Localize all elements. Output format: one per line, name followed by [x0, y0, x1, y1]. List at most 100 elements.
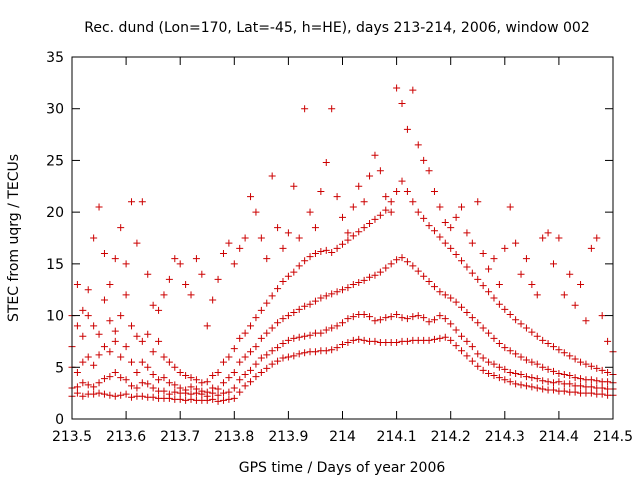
- x-tick-label: 214.4: [539, 429, 579, 445]
- data-point-marker: [100, 296, 108, 304]
- data-point-marker: [441, 239, 449, 247]
- data-point-marker: [528, 281, 536, 289]
- data-point-marker: [90, 361, 98, 369]
- data-point-marker: [485, 329, 493, 337]
- data-point-marker: [398, 177, 406, 185]
- data-point-marker: [474, 362, 482, 370]
- data-point-marker: [165, 379, 173, 387]
- data-point-marker: [106, 348, 114, 356]
- data-point-marker: [474, 319, 482, 327]
- data-point-marker: [133, 239, 141, 247]
- data-point-marker: [501, 344, 509, 352]
- data-point-marker: [73, 383, 81, 391]
- data-point-marker: [479, 354, 487, 362]
- data-point-marker: [430, 316, 438, 324]
- data-point-marker: [452, 326, 460, 334]
- data-point-marker: [100, 390, 108, 398]
- data-point-marker: [138, 392, 146, 400]
- data-point-marker: [339, 286, 346, 294]
- data-point-marker: [485, 288, 493, 296]
- data-point-marker: [247, 378, 255, 386]
- chart-title: Rec. dund (Lon=170, Lat=-45, h=HE), days…: [84, 20, 590, 36]
- data-point-marker: [144, 270, 152, 278]
- data-point-marker: [479, 324, 487, 332]
- data-point-marker: [95, 389, 103, 397]
- data-point-marker: [355, 182, 363, 190]
- data-point-marker: [468, 239, 476, 247]
- data-point-marker: [517, 270, 525, 278]
- data-point-marker: [533, 332, 541, 340]
- data-point-marker: [339, 240, 346, 248]
- data-point-marker: [360, 311, 368, 319]
- data-point-marker: [425, 222, 433, 230]
- data-point-marker: [403, 315, 411, 323]
- data-point-marker: [512, 316, 520, 324]
- data-point-marker: [117, 224, 125, 232]
- data-point-marker: [420, 314, 428, 322]
- x-tick-label: 213.7: [160, 429, 200, 445]
- data-point-marker: [452, 342, 460, 350]
- x-tick-label: 214.2: [431, 429, 471, 445]
- data-point-marker: [387, 208, 395, 216]
- data-point-marker: [539, 336, 547, 344]
- data-point-marker: [544, 378, 552, 386]
- data-point-marker: [517, 371, 525, 379]
- data-point-marker: [209, 384, 217, 392]
- data-point-marker: [279, 354, 287, 362]
- data-point-marker: [544, 229, 552, 237]
- data-point-marker: [501, 244, 509, 252]
- axes: 213.5 213.6 213.7 213.8 213.9 214 214.1 214.2 21…: [46, 50, 633, 445]
- data-point-marker: [257, 334, 265, 342]
- data-point-marker: [257, 306, 265, 314]
- data-point-marker: [225, 388, 233, 396]
- data-point-marker: [165, 390, 173, 398]
- data-point-marker: [263, 255, 271, 263]
- data-point-marker: [149, 301, 157, 309]
- x-tick-label: 214.1: [377, 429, 417, 445]
- data-point-marker: [241, 371, 249, 379]
- data-point-marker: [441, 315, 449, 323]
- data-point-marker: [295, 305, 303, 313]
- data-point-marker: [420, 272, 428, 280]
- data-point-marker: [209, 296, 217, 304]
- data-point-marker: [414, 312, 422, 320]
- data-point-marker: [138, 198, 146, 206]
- data-point-marker: [474, 275, 482, 283]
- data-point-marker: [263, 329, 271, 337]
- data-point-marker: [393, 256, 401, 264]
- data-point-marker: [295, 333, 303, 341]
- data-point-marker: [214, 397, 222, 405]
- data-point-marker: [203, 322, 211, 330]
- data-point-marker: [549, 386, 557, 394]
- data-point-marker: [577, 281, 585, 289]
- data-point-marker: [328, 105, 336, 113]
- data-point-marker: [447, 336, 455, 344]
- data-point-marker: [203, 378, 211, 386]
- data-point-marker: [252, 360, 260, 368]
- data-point-marker: [468, 343, 476, 351]
- data-point-marker: [593, 377, 601, 385]
- data-point-marker: [274, 285, 282, 293]
- data-point-marker: [393, 84, 401, 92]
- x-axis-label: GPS time / Days of year 2006: [239, 460, 446, 476]
- data-point-marker: [463, 352, 471, 360]
- data-point-marker: [344, 338, 352, 346]
- data-point-marker: [587, 376, 595, 384]
- data-point-marker: [263, 351, 271, 359]
- data-point-marker: [284, 229, 292, 237]
- data-point-marker: [360, 224, 368, 232]
- data-point-marker: [571, 388, 579, 396]
- data-point-marker: [187, 383, 195, 391]
- data-point-marker: [490, 372, 498, 380]
- data-point-marker: [430, 227, 438, 235]
- data-point-marker: [501, 376, 509, 384]
- data-point-marker: [376, 211, 384, 219]
- data-point-marker: [382, 314, 390, 322]
- data-point-marker: [447, 320, 455, 328]
- data-point-marker: [441, 218, 449, 226]
- data-point-marker: [241, 329, 249, 337]
- data-point-marker: [301, 257, 309, 265]
- data-point-marker: [165, 275, 173, 283]
